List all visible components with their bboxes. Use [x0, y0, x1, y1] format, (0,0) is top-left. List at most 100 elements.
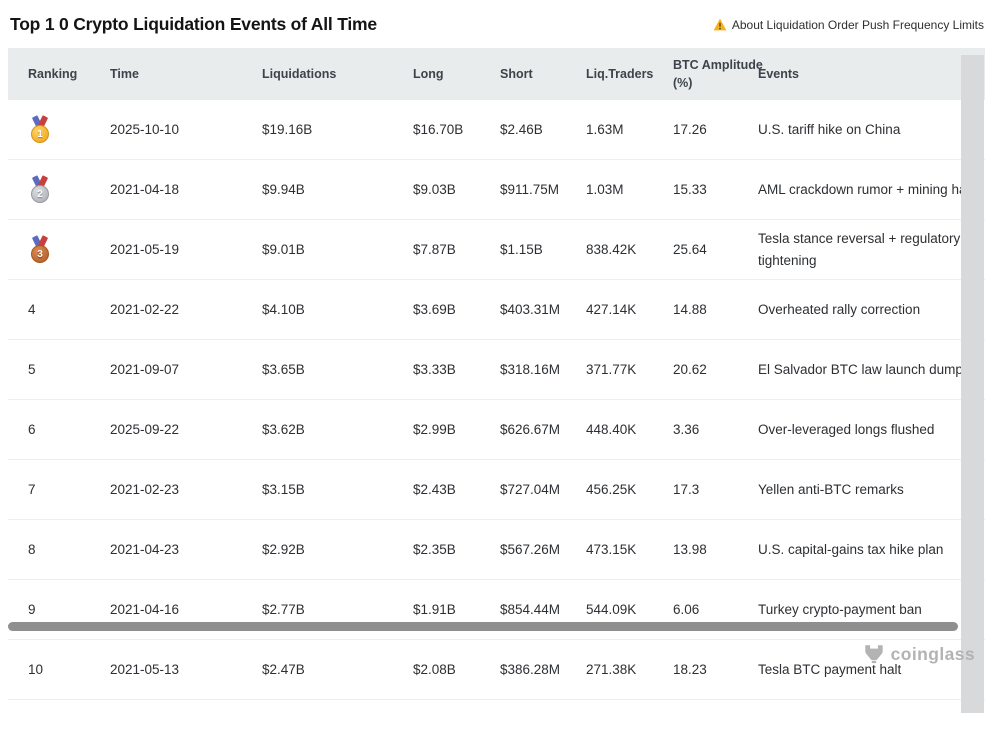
warning-triangle-icon	[713, 18, 727, 31]
short-cell: $403.31M	[500, 302, 561, 317]
short-cell: $911.75M	[500, 182, 560, 197]
ranking-cell: 8	[28, 542, 36, 557]
liquidations-cell: $3.62B	[262, 422, 305, 437]
time-cell: 2021-05-13	[110, 662, 180, 677]
bronze-medal-icon: 3	[30, 235, 50, 263]
events-cell: Yellen anti-BTC remarks	[758, 481, 904, 497]
long-cell: $7.87B	[413, 242, 456, 257]
column-header-events: Events	[758, 66, 799, 81]
long-cell: $16.70B	[413, 122, 464, 137]
time-cell: 2021-04-18	[110, 182, 180, 197]
time-cell: 2025-09-22	[110, 422, 180, 437]
table-row: 3 2021-05-19 $9.01B $7.87B $1.15B 838.42…	[8, 220, 985, 280]
coinglass-logo-icon	[863, 643, 885, 665]
btc-amplitude-cell: 13.98	[673, 542, 707, 557]
events-cell: U.S. capital-gains tax hike plan	[758, 541, 944, 557]
table-row: 7 2021-02-23 $3.15B $2.43B $727.04M 456.…	[8, 460, 985, 520]
time-cell: 2021-05-19	[110, 242, 180, 257]
table-header-row: Ranking Time Liquidations Long Short Liq…	[8, 48, 985, 100]
liquidation-limits-link[interactable]: About Liquidation Order Push Frequency L…	[713, 18, 984, 32]
silver-medal-icon: 2	[30, 175, 50, 203]
short-cell: $727.04M	[500, 482, 561, 497]
table-row: 5 2021-09-07 $3.65B $3.33B $318.16M 371.…	[8, 340, 985, 400]
short-cell: $386.28M	[500, 662, 561, 677]
ranking-cell: 7	[28, 482, 36, 497]
liq-traders-cell: 427.14K	[586, 302, 637, 317]
table-row: 2 2021-04-18 $9.94B $9.03B $911.75M 1.03…	[8, 160, 985, 220]
ranking-cell: 6	[28, 422, 36, 437]
liq-traders-cell: 1.03M	[586, 182, 624, 197]
column-header-short: Short	[500, 66, 533, 81]
long-cell: $2.43B	[413, 482, 456, 497]
liquidations-cell: $3.65B	[262, 362, 305, 377]
btc-amplitude-cell: 18.23	[673, 662, 707, 677]
table-row: 10 2021-05-13 $2.47B $2.08B $386.28M 271…	[8, 640, 985, 700]
events-cell: U.S. tariff hike on China	[758, 121, 901, 137]
column-header-long: Long	[413, 66, 444, 81]
liq-traders-cell: 448.40K	[586, 422, 637, 437]
coinglass-watermark-text: coinglass	[890, 643, 975, 664]
short-cell: $854.44M	[500, 602, 561, 617]
btc-amplitude-cell: 15.33	[673, 182, 707, 197]
liq-traders-cell: 838.42K	[586, 242, 637, 257]
short-cell: $2.46B	[500, 122, 543, 137]
btc-amplitude-cell: 25.64	[673, 242, 707, 257]
gold-medal-icon: 1	[30, 115, 50, 143]
short-cell: $567.26M	[500, 542, 561, 557]
time-cell: 2021-02-23	[110, 482, 180, 497]
long-cell: $2.99B	[413, 422, 456, 437]
events-cell: Tesla stance reversal + regulatory tight…	[758, 230, 961, 268]
long-cell: $9.03B	[413, 182, 456, 197]
column-header-btc-amplitude: BTC Amplitude (%)	[673, 57, 763, 90]
liquidations-cell: $3.15B	[262, 482, 305, 497]
liquidations-cell: $2.47B	[262, 662, 305, 677]
ranking-cell: 5	[28, 362, 36, 377]
liquidations-cell: $2.77B	[262, 602, 305, 617]
column-header-liquidations: Liquidations	[262, 66, 337, 81]
events-cell: Over-leveraged longs flushed	[758, 421, 935, 437]
time-cell: 2021-02-22	[110, 302, 180, 317]
vertical-scrollbar[interactable]	[961, 55, 984, 713]
events-cell: Tesla BTC payment halt	[758, 661, 902, 677]
table-row: 1 2025-10-10 $19.16B $16.70B $2.46B 1.63…	[8, 100, 985, 160]
table-row: 4 2021-02-22 $4.10B $3.69B $403.31M 427.…	[8, 280, 985, 340]
btc-amplitude-cell: 3.36	[673, 422, 700, 437]
events-cell: Turkey crypto-payment ban	[758, 601, 922, 617]
btc-amplitude-cell: 6.06	[673, 602, 700, 617]
time-cell: 2021-09-07	[110, 362, 180, 377]
liq-traders-cell: 271.38K	[586, 662, 637, 677]
top-bar: Top 1 0 Crypto Liquidation Events of All…	[0, 0, 996, 48]
liquidations-cell: $19.16B	[262, 122, 313, 137]
btc-amplitude-cell: 20.62	[673, 362, 707, 377]
liquidation-table: Ranking Time Liquidations Long Short Liq…	[8, 48, 985, 700]
liquidations-cell: $4.10B	[262, 302, 305, 317]
time-cell: 2021-04-16	[110, 602, 180, 617]
ranking-cell: 2	[8, 175, 90, 203]
table-row: 6 2025-09-22 $3.62B $2.99B $626.67M 448.…	[8, 400, 985, 460]
long-cell: $3.69B	[413, 302, 456, 317]
horizontal-scrollbar-thumb[interactable]	[8, 622, 958, 631]
liquidations-cell: $9.01B	[262, 242, 305, 257]
events-cell: Overheated rally correction	[758, 301, 921, 317]
column-header-time: Time	[110, 66, 139, 81]
page-title: Top 1 0 Crypto Liquidation Events of All…	[10, 14, 377, 34]
column-header-liq-traders: Liq.Traders	[586, 66, 654, 81]
ranking-cell: 10	[28, 662, 44, 677]
liquidations-cell: $9.94B	[262, 182, 305, 197]
coinglass-watermark: coinglass	[863, 643, 975, 665]
short-cell: $318.16M	[500, 362, 561, 377]
short-cell: $1.15B	[500, 242, 543, 257]
column-header-ranking: Ranking	[28, 66, 78, 81]
ranking-cell: 1	[8, 115, 90, 143]
table-row: 9 2021-04-16 $2.77B $1.91B $854.44M 544.…	[8, 580, 985, 640]
liq-traders-cell: 371.77K	[586, 362, 637, 377]
liquidations-cell: $2.92B	[262, 542, 305, 557]
ranking-cell: 3	[8, 235, 90, 263]
long-cell: $1.91B	[413, 602, 456, 617]
events-cell: AML crackdown rumor + mining halt	[758, 181, 974, 197]
events-cell: El Salvador BTC law launch dump	[758, 361, 963, 377]
long-cell: $3.33B	[413, 362, 456, 377]
table-row: 8 2021-04-23 $2.92B $2.35B $567.26M 473.…	[8, 520, 985, 580]
long-cell: $2.08B	[413, 662, 456, 677]
